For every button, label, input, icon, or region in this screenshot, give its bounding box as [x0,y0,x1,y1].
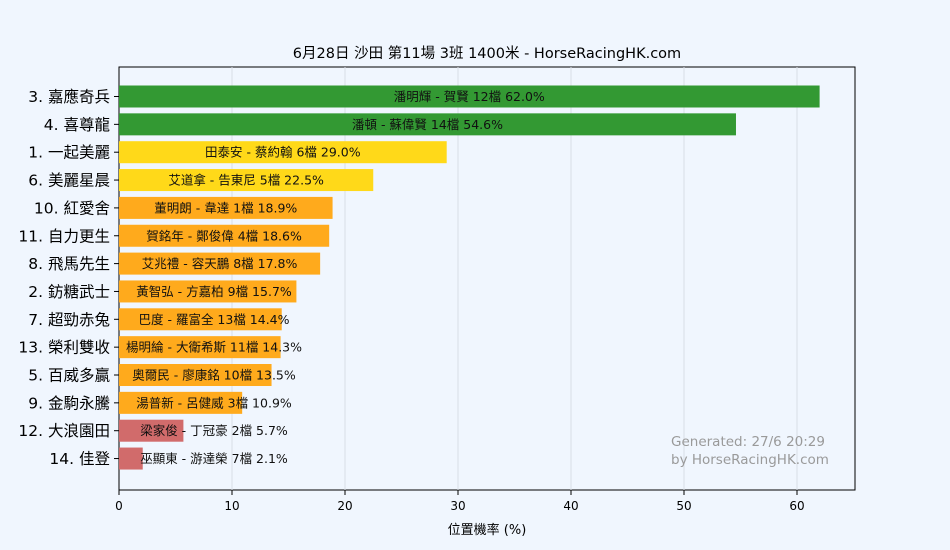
bar [119,391,243,414]
bar-label: 艾道拿 - 告東尼 5檔 22.5% [168,173,324,188]
category-label: 10. 紅愛舍 [34,199,110,217]
x-tick-label: 60 [789,499,804,513]
category-label: 11. 自力更生 [18,227,110,245]
bar-label: 黃智弘 - 方嘉柏 9檔 15.7% [136,284,292,299]
category-label: 13. 榮利雙收 [18,339,110,357]
x-axis: 0 10 20 30 40 50 60 [115,490,805,513]
x-axis-label: 位置機率 (%) [448,522,527,538]
x-tick-label: 20 [337,499,352,513]
bar-label: 賀銘年 - 鄭俊偉 4檔 18.6% [146,228,302,243]
bar-label: 董明朗 - 韋達 1檔 18.9% [154,200,297,215]
category-label: 6. 美麗星晨 [28,172,110,190]
bar [119,280,297,303]
bar [119,447,143,470]
bar-label: 艾兆禮 - 容天鵬 8檔 17.8% [142,256,298,271]
bar [119,252,321,275]
bar [119,113,736,136]
bar-label: 潘明輝 - 賀賢 12檔 62.0% [394,89,545,104]
bar [119,419,184,442]
x-tick-label: 0 [115,499,123,513]
bar [119,224,330,247]
x-tick-label: 50 [676,499,691,513]
category-label: 9. 金駒永騰 [28,394,110,412]
category-label: 14. 佳登 [49,450,110,468]
category-label: 7. 超勁赤兔 [28,311,110,329]
bar-label: 楊明綸 - 大衛希斯 11檔 14.3% [126,340,302,355]
bar [119,141,447,164]
watermark-line-1: Generated: 27/6 20:29 [671,434,825,450]
category-label: 12. 大浪園田 [18,422,110,440]
category-label: 8. 飛馬先生 [28,255,110,273]
bar-label: 田泰安 - 蔡約翰 6檔 29.0% [205,145,361,160]
category-label: 3. 嘉應奇兵 [28,87,110,106]
bar [119,364,272,386]
category-label: 5. 百威多贏 [28,367,110,385]
bar [119,85,820,108]
grid [231,67,798,490]
chart-title: 6月28日 沙田 第11場 3班 1400米 - HorseRacingHK.c… [293,44,681,62]
bar-label: 巫顯東 - 游達榮 7檔 2.1% [140,451,288,466]
watermark-line-2: by HorseRacingHK.com [671,452,829,468]
x-tick-label: 30 [450,499,465,513]
bar-label: 梁家俊 - 丁冠豪 2檔 5.7% [140,423,288,438]
x-tick-label: 10 [224,499,239,513]
bar-label: 湯普新 - 呂健威 3檔 10.9% [136,395,292,410]
bar [119,169,374,192]
category-label: 1. 一起美麗 [28,144,110,162]
category-label: 4. 喜尊龍 [44,116,110,134]
category-label: 2. 鈁糖武士 [28,283,110,301]
bar-label: 奧爾民 - 廖康銘 10檔 13.5% [132,368,296,383]
x-tick-label: 40 [563,499,578,513]
bar-label: 巴度 - 羅富全 13檔 14.4% [138,312,289,327]
bar-label: 潘頓 - 蘇偉賢 14檔 54.6% [352,117,503,132]
bar [119,336,281,359]
bar [119,196,333,219]
bars: 3. 嘉應奇兵 潘明輝 - 賀賢 12檔 62.0% 4. 喜尊龍 潘頓 - 蘇偉賢 … [18,85,820,470]
plot-area [118,66,856,491]
bar [119,308,282,331]
